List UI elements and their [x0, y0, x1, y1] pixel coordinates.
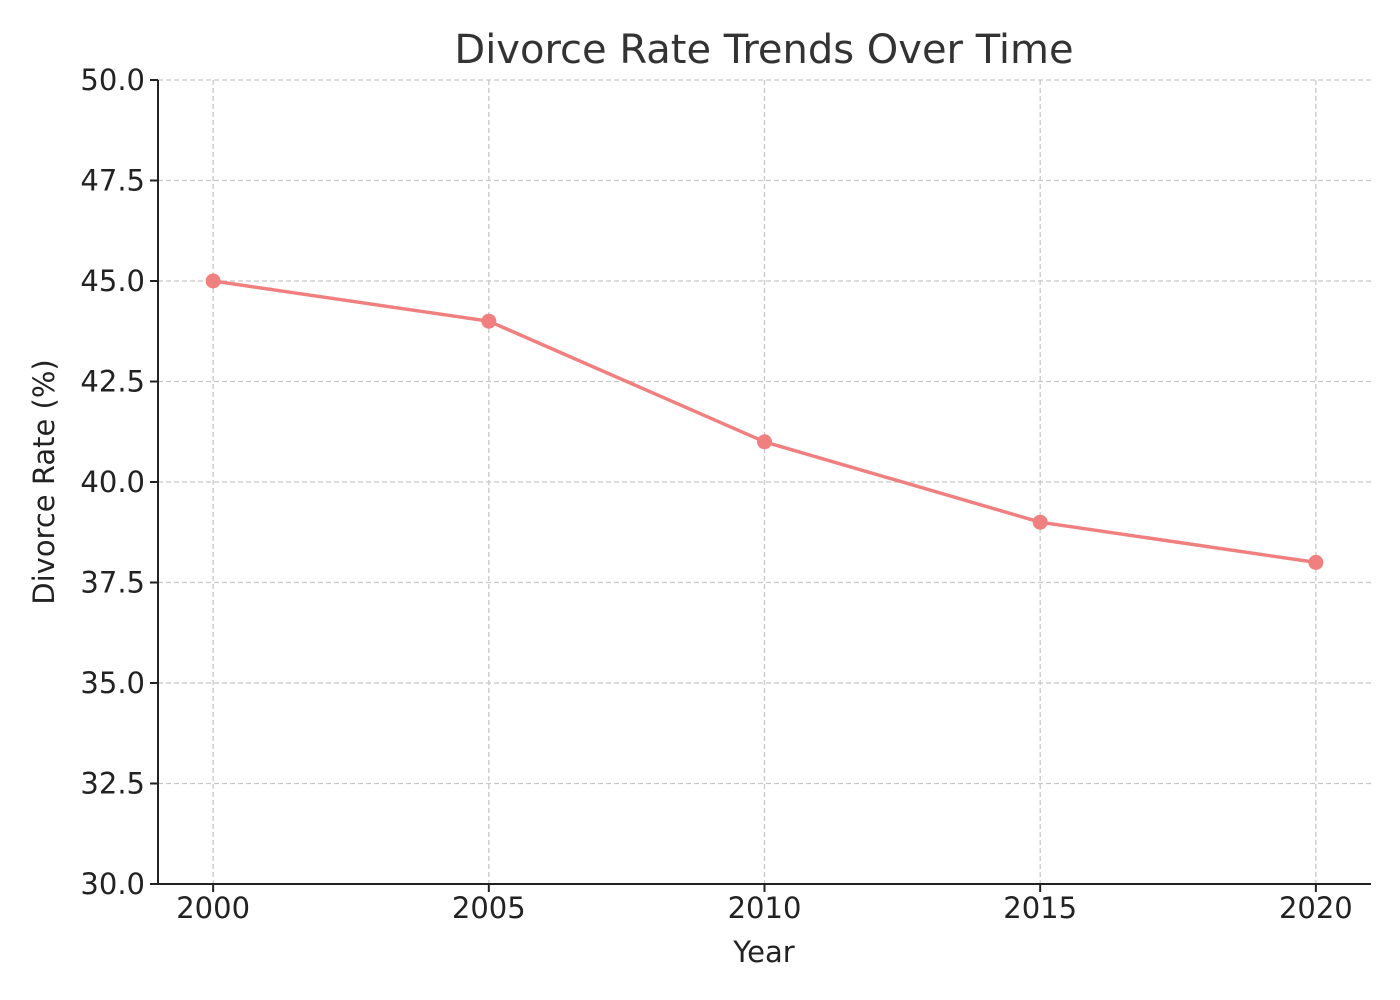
x-tick-label: 2005: [452, 891, 526, 925]
y-ticks: 30.0 32.5 35.0 37.5 40.0 42.5 45.0 47.5 50.0: [80, 63, 158, 901]
chart-title: Divorce Rate Trends Over Time: [454, 27, 1073, 73]
y-tick-label: 35.0: [80, 666, 145, 700]
y-tick-label: 32.5: [80, 767, 145, 801]
y-tick-label: 45.0: [80, 264, 145, 298]
x-tick-label: 2015: [1003, 891, 1077, 925]
grid: [158, 79, 1371, 885]
data-point: [1308, 554, 1324, 570]
data-point: [205, 273, 221, 289]
x-tick-label: 2020: [1279, 891, 1353, 925]
y-tick-label: 50.0: [80, 63, 145, 97]
y-tick-label: 42.5: [80, 365, 145, 399]
x-tick-label: 2010: [728, 891, 802, 925]
y-tick-label: 47.5: [80, 164, 145, 198]
series-group: [205, 273, 1324, 570]
x-tick-label: 2000: [176, 891, 250, 925]
y-axis-label: Divorce Rate (%): [27, 359, 61, 604]
y-tick-label: 37.5: [80, 566, 145, 600]
data-point: [757, 434, 772, 450]
data-point: [1032, 514, 1048, 530]
x-ticks: 2000 2005 2010 2015 2020: [176, 884, 1353, 925]
x-axis-label: Year: [732, 935, 794, 969]
y-tick-label: 30.0: [80, 867, 145, 901]
data-point: [481, 313, 497, 329]
y-tick-label: 40.0: [80, 465, 145, 499]
